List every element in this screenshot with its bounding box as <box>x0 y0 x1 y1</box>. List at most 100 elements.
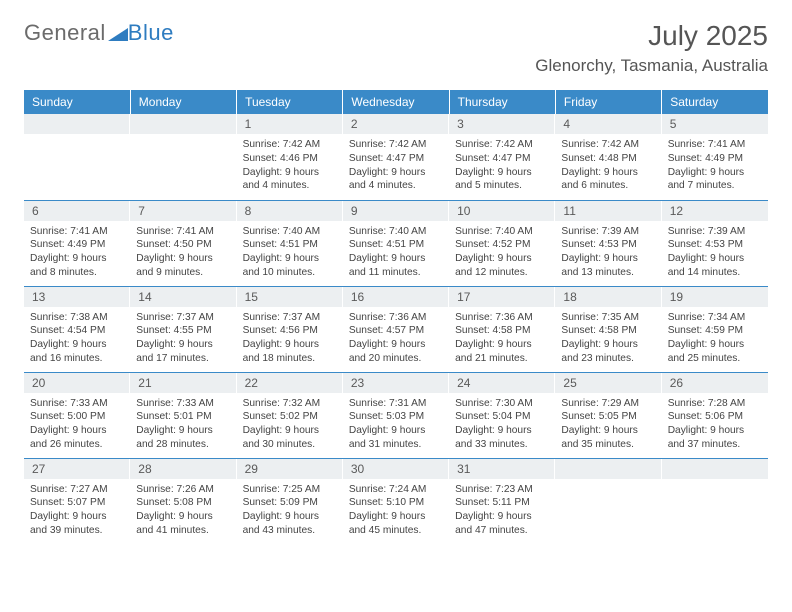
day-header: Saturday <box>662 90 768 114</box>
daylight-text: and 28 minutes. <box>136 438 230 452</box>
sunset-text: Sunset: 4:51 PM <box>349 238 443 252</box>
daylight-text: and 5 minutes. <box>455 179 549 193</box>
calendar-cell: 26Sunrise: 7:28 AMSunset: 5:06 PMDayligh… <box>662 372 768 458</box>
day-body: Sunrise: 7:33 AMSunset: 5:00 PMDaylight:… <box>24 393 130 456</box>
daylight-text: Daylight: 9 hours <box>561 166 655 180</box>
logo: General Blue <box>24 20 174 46</box>
calendar-cell: 23Sunrise: 7:31 AMSunset: 5:03 PMDayligh… <box>343 372 449 458</box>
sunrise-text: Sunrise: 7:42 AM <box>561 138 655 152</box>
sunset-text: Sunset: 5:08 PM <box>136 496 230 510</box>
day-header: Sunday <box>24 90 130 114</box>
daylight-text: Daylight: 9 hours <box>349 252 443 266</box>
daylight-text: and 16 minutes. <box>30 352 124 366</box>
calendar-cell: 31Sunrise: 7:23 AMSunset: 5:11 PMDayligh… <box>449 458 555 544</box>
calendar-cell: 5Sunrise: 7:41 AMSunset: 4:49 PMDaylight… <box>662 114 768 200</box>
daylight-text: Daylight: 9 hours <box>455 510 549 524</box>
day-number: 7 <box>130 201 236 221</box>
sunrise-text: Sunrise: 7:36 AM <box>455 311 549 325</box>
sunset-text: Sunset: 4:49 PM <box>668 152 762 166</box>
sunset-text: Sunset: 5:09 PM <box>243 496 337 510</box>
daylight-text: Daylight: 9 hours <box>668 424 762 438</box>
calendar-cell: 25Sunrise: 7:29 AMSunset: 5:05 PMDayligh… <box>555 372 661 458</box>
daylight-text: Daylight: 9 hours <box>668 252 762 266</box>
calendar-cell: 13Sunrise: 7:38 AMSunset: 4:54 PMDayligh… <box>24 286 130 372</box>
daylight-text: and 13 minutes. <box>561 266 655 280</box>
title-block: July 2025 Glenorchy, Tasmania, Australia <box>535 20 768 76</box>
sunset-text: Sunset: 4:51 PM <box>243 238 337 252</box>
daylight-text: and 6 minutes. <box>561 179 655 193</box>
sunrise-text: Sunrise: 7:40 AM <box>455 225 549 239</box>
calendar-cell: 29Sunrise: 7:25 AMSunset: 5:09 PMDayligh… <box>237 458 343 544</box>
sunset-text: Sunset: 5:05 PM <box>561 410 655 424</box>
month-title: July 2025 <box>535 20 768 52</box>
sunset-text: Sunset: 4:50 PM <box>136 238 230 252</box>
day-body: Sunrise: 7:41 AMSunset: 4:50 PMDaylight:… <box>130 221 236 284</box>
sunrise-text: Sunrise: 7:26 AM <box>136 483 230 497</box>
sunrise-text: Sunrise: 7:35 AM <box>561 311 655 325</box>
daylight-text: Daylight: 9 hours <box>668 338 762 352</box>
daylight-text: and 26 minutes. <box>30 438 124 452</box>
daylight-text: and 33 minutes. <box>455 438 549 452</box>
sunset-text: Sunset: 5:11 PM <box>455 496 549 510</box>
day-body: Sunrise: 7:25 AMSunset: 5:09 PMDaylight:… <box>237 479 343 542</box>
daylight-text: Daylight: 9 hours <box>668 166 762 180</box>
daylight-text: and 8 minutes. <box>30 266 124 280</box>
day-body: Sunrise: 7:42 AMSunset: 4:47 PMDaylight:… <box>449 134 555 197</box>
daylight-text: Daylight: 9 hours <box>136 338 230 352</box>
day-number: 20 <box>24 373 130 393</box>
sunset-text: Sunset: 5:04 PM <box>455 410 549 424</box>
calendar-cell: 2Sunrise: 7:42 AMSunset: 4:47 PMDaylight… <box>343 114 449 200</box>
calendar-cell: 7Sunrise: 7:41 AMSunset: 4:50 PMDaylight… <box>130 200 236 286</box>
logo-word2: Blue <box>128 23 174 43</box>
day-number: 11 <box>555 201 661 221</box>
daylight-text: and 39 minutes. <box>30 524 124 538</box>
calendar-cell: 20Sunrise: 7:33 AMSunset: 5:00 PMDayligh… <box>24 372 130 458</box>
day-number-empty <box>24 114 130 134</box>
sunrise-text: Sunrise: 7:42 AM <box>455 138 549 152</box>
day-number: 12 <box>662 201 768 221</box>
day-header: Wednesday <box>343 90 449 114</box>
daylight-text: Daylight: 9 hours <box>349 510 443 524</box>
calendar-row: 1Sunrise: 7:42 AMSunset: 4:46 PMDaylight… <box>24 114 768 200</box>
day-header: Tuesday <box>237 90 343 114</box>
sunrise-text: Sunrise: 7:39 AM <box>668 225 762 239</box>
day-body: Sunrise: 7:39 AMSunset: 4:53 PMDaylight:… <box>662 221 768 284</box>
sunset-text: Sunset: 5:02 PM <box>243 410 337 424</box>
sunset-text: Sunset: 4:53 PM <box>668 238 762 252</box>
day-body: Sunrise: 7:42 AMSunset: 4:46 PMDaylight:… <box>237 134 343 197</box>
daylight-text: and 20 minutes. <box>349 352 443 366</box>
day-body: Sunrise: 7:28 AMSunset: 5:06 PMDaylight:… <box>662 393 768 456</box>
calendar-cell <box>662 458 768 544</box>
day-body: Sunrise: 7:31 AMSunset: 5:03 PMDaylight:… <box>343 393 449 456</box>
daylight-text: Daylight: 9 hours <box>561 338 655 352</box>
daylight-text: Daylight: 9 hours <box>455 166 549 180</box>
day-number: 5 <box>662 114 768 134</box>
sunset-text: Sunset: 4:47 PM <box>455 152 549 166</box>
day-body: Sunrise: 7:32 AMSunset: 5:02 PMDaylight:… <box>237 393 343 456</box>
day-number: 28 <box>130 459 236 479</box>
daylight-text: and 35 minutes. <box>561 438 655 452</box>
sunset-text: Sunset: 4:56 PM <box>243 324 337 338</box>
calendar-table: Sunday Monday Tuesday Wednesday Thursday… <box>24 90 768 544</box>
day-number-empty <box>662 459 768 479</box>
daylight-text: and 30 minutes. <box>243 438 337 452</box>
daylight-text: Daylight: 9 hours <box>455 424 549 438</box>
daylight-text: and 41 minutes. <box>136 524 230 538</box>
calendar-row: 20Sunrise: 7:33 AMSunset: 5:00 PMDayligh… <box>24 372 768 458</box>
daylight-text: and 21 minutes. <box>455 352 549 366</box>
daylight-text: and 43 minutes. <box>243 524 337 538</box>
day-number: 14 <box>130 287 236 307</box>
daylight-text: Daylight: 9 hours <box>136 510 230 524</box>
day-number: 18 <box>555 287 661 307</box>
day-number: 22 <box>237 373 343 393</box>
sunset-text: Sunset: 4:46 PM <box>243 152 337 166</box>
sunrise-text: Sunrise: 7:27 AM <box>30 483 124 497</box>
sunrise-text: Sunrise: 7:39 AM <box>561 225 655 239</box>
day-header: Friday <box>555 90 661 114</box>
day-number: 1 <box>237 114 343 134</box>
day-number: 15 <box>237 287 343 307</box>
sunrise-text: Sunrise: 7:33 AM <box>30 397 124 411</box>
daylight-text: Daylight: 9 hours <box>30 252 124 266</box>
sunrise-text: Sunrise: 7:30 AM <box>455 397 549 411</box>
day-body: Sunrise: 7:39 AMSunset: 4:53 PMDaylight:… <box>555 221 661 284</box>
